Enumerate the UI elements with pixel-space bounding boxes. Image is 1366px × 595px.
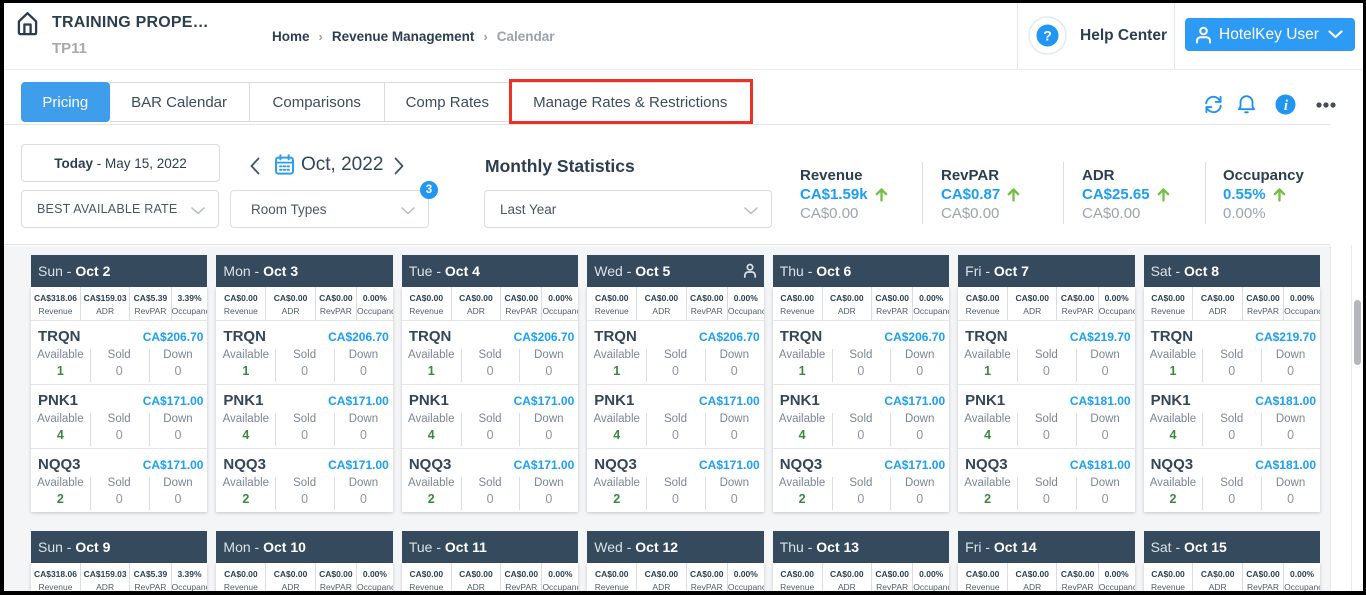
svg-text:i: i <box>1284 98 1289 114</box>
svg-text:?: ? <box>1043 28 1052 44</box>
